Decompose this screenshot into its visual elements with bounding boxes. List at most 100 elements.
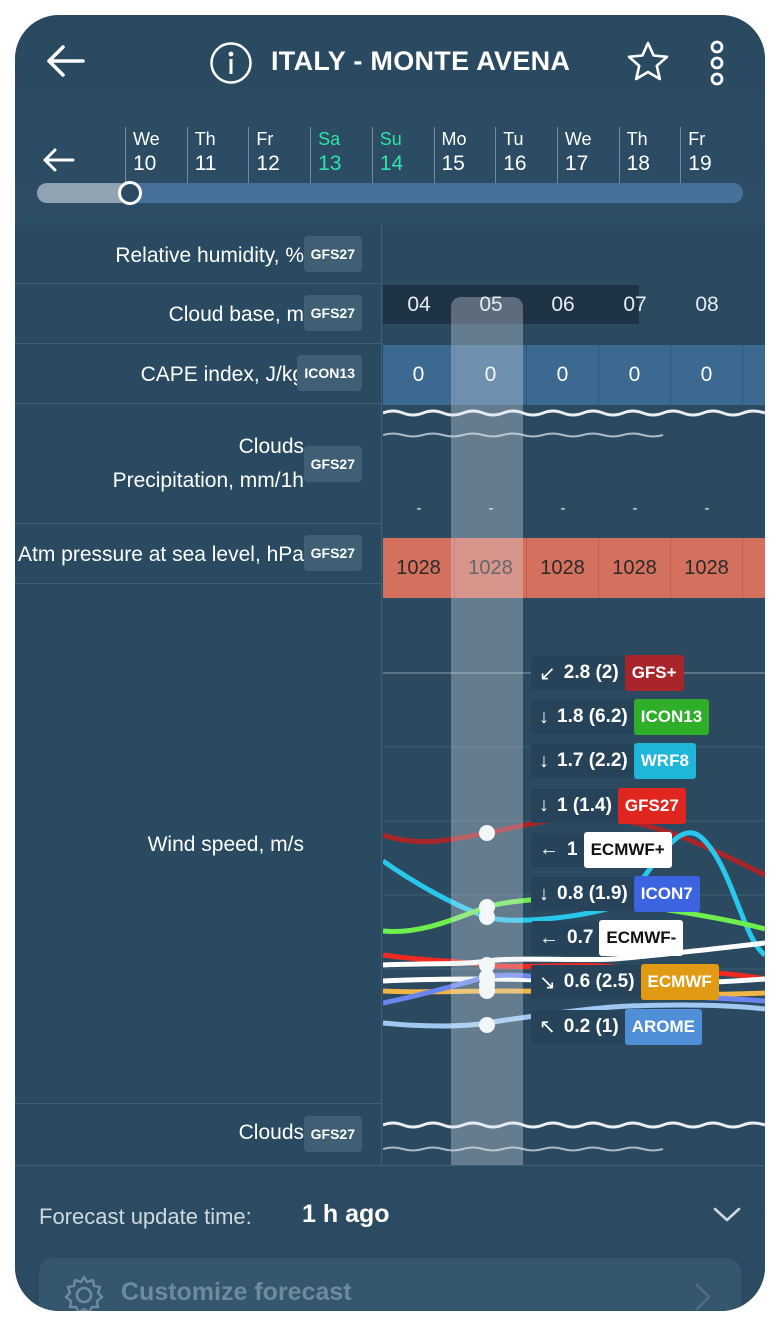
wind-value: 0.6 (2.5) (563, 971, 635, 993)
day-slider-fill (37, 183, 129, 203)
update-time-label: Forecast update time: (39, 1204, 252, 1229)
hour-label[interactable]: 06 (551, 293, 575, 316)
wind-direction-icon: ↖ (539, 1016, 556, 1039)
day-date: 15 (441, 152, 465, 175)
model-badge: WRF8 (633, 743, 696, 780)
row-label-cape: CAPE index, J/kg ICON13 (15, 344, 382, 404)
day-name: Fr (688, 129, 706, 149)
wind-direction-icon: ↓ (539, 794, 549, 817)
clouds-bottom-label: Clouds (238, 1121, 304, 1144)
bottom-panel: Forecast update time: 1 h ago Customize … (15, 1165, 765, 1311)
day-date: 12 (256, 152, 280, 175)
cloud-base-model-badge[interactable]: GFS27 (303, 295, 362, 331)
wind-tooltip-value-box: ↙ 2.8 (2) (531, 656, 625, 690)
day-item[interactable]: Sa 13 (310, 127, 370, 183)
wind-tooltip-value-box: ↘ 0.6 (2.5) (531, 965, 641, 1000)
day-item[interactable]: Tu 16 (495, 127, 555, 183)
day-item[interactable]: Th 18 (618, 127, 679, 183)
hour-label[interactable]: 04 (407, 293, 431, 316)
back-arrow-icon[interactable] (43, 41, 89, 81)
day-item[interactable]: Mo 15 (433, 127, 494, 183)
cloud-band-bottom (383, 1121, 765, 1152)
day-date: 14 (379, 152, 404, 175)
clouds-precip-model-badge[interactable]: GFS27 (303, 446, 362, 482)
day-name: Fr (256, 129, 274, 149)
pressure-model-badge[interactable]: GFS27 (303, 535, 362, 571)
cape-value: 0 (455, 345, 527, 405)
day-name: Th (194, 129, 216, 149)
customize-forecast-button[interactable]: Customize forecast (39, 1258, 741, 1311)
hour-label[interactable]: 07 (623, 293, 647, 316)
hour-label[interactable]: 08 (695, 293, 719, 316)
day-slider-track[interactable] (37, 183, 743, 203)
chevron-down-icon[interactable] (713, 1206, 741, 1224)
wind-value: 1.8 (6.2) (557, 706, 628, 728)
wind-value: 1.7 (2.2) (557, 750, 628, 772)
cape-model-badge[interactable]: ICON13 (297, 355, 362, 391)
cloud-band-top (383, 409, 765, 438)
wind-point (479, 957, 495, 973)
day-item[interactable]: Fr 12 (248, 127, 308, 183)
wind-direction-icon: ↓ (539, 882, 549, 905)
day-name: Tu (503, 129, 524, 149)
precip-value: - (632, 500, 638, 517)
wind-point (479, 983, 495, 999)
day-name: Sa (318, 129, 341, 149)
model-badge: ICON7 (633, 876, 700, 912)
parameter-labels: Relative humidity, % GFS27 Cloud base, m… (15, 225, 382, 1165)
clouds-label: Clouds (238, 435, 304, 458)
model-badge: ECMWF (640, 964, 719, 1001)
favorite-star-icon[interactable] (625, 39, 671, 85)
wind-speed-label: Wind speed, m/s (147, 833, 304, 856)
clouds-model-badge[interactable]: GFS27 (303, 1116, 362, 1152)
more-options-icon[interactable] (703, 39, 731, 87)
gear-icon (64, 1275, 104, 1311)
hours-bar (383, 285, 639, 324)
wind-direction-icon: ↘ (539, 971, 556, 994)
wind-tooltip-value-box: ↓ 1 (1.4) (531, 788, 618, 823)
pressure-value: 1028 (383, 538, 455, 598)
cape-value: 0 (671, 345, 743, 405)
wind-point (479, 825, 495, 841)
day-slider-thumb[interactable] (118, 181, 142, 205)
update-time-value: 1 h ago (302, 1200, 390, 1228)
wind-tooltip: ↓ 1.8 (6.2) ICON13 (531, 699, 710, 736)
day-item[interactable]: We 10 (125, 127, 185, 183)
cape-row (383, 345, 765, 405)
ecmwf-plus-line (383, 940, 765, 968)
wind-point (479, 1017, 495, 1033)
day-item[interactable]: We 17 (556, 127, 617, 183)
wind-tooltip: ← 1 ECMWF+ (531, 831, 672, 868)
wind-value: 0.2 (1) (563, 1015, 619, 1037)
day-item[interactable]: Su 14 (371, 127, 432, 183)
pressure-label: Atm pressure at sea level, hPa (18, 543, 304, 566)
wind-tooltip: ← 0.7 ECMWF- (531, 920, 684, 957)
humidity-model-badge[interactable]: GFS27 (303, 236, 362, 272)
wind-tooltip: ↓ 1.7 (2.2) WRF8 (531, 743, 696, 780)
day-date: 10 (133, 152, 157, 175)
wind-value: 0.8 (1.9) (557, 883, 628, 904)
pressure-value: 1028 (671, 538, 743, 598)
forecast-screen: ITALY - MONTE AVENA We 10 Th 11 Fr 12 Sa 13 Su 14… (15, 15, 765, 1311)
day-item[interactable]: Fr 19 (680, 127, 740, 183)
row-label-wind: Wind speed, m/s (15, 584, 382, 1104)
day-name: Su (379, 129, 402, 149)
wind-tooltip-value-box: ← 1 (531, 832, 584, 867)
wind-tooltip: ↘ 0.6 (2.5) ECMWF (531, 964, 719, 1001)
chevron-right-icon (695, 1283, 711, 1311)
info-icon[interactable] (209, 41, 253, 85)
days-back-arrow-icon[interactable] (39, 145, 79, 175)
wind-tooltip-value-box: ↓ 0.8 (1.9) (531, 877, 634, 911)
model-badge: ECMWF+ (583, 831, 672, 868)
hour-label[interactable]: 05 (479, 293, 503, 316)
model-badge: ECMWF- (599, 920, 684, 957)
row-label-clouds-precip: Clouds Precipitation, mm/1h GFS27 (15, 404, 382, 524)
wind-direction-icon: ← (539, 838, 559, 861)
cape-value: 0 (599, 345, 671, 405)
wind-direction-icon: ↙ (539, 662, 556, 685)
day-item[interactable]: Th 11 (186, 127, 247, 183)
customize-forecast-label: Customize forecast (121, 1278, 352, 1306)
precip-value: - (704, 500, 710, 517)
day-date: 19 (688, 152, 712, 175)
